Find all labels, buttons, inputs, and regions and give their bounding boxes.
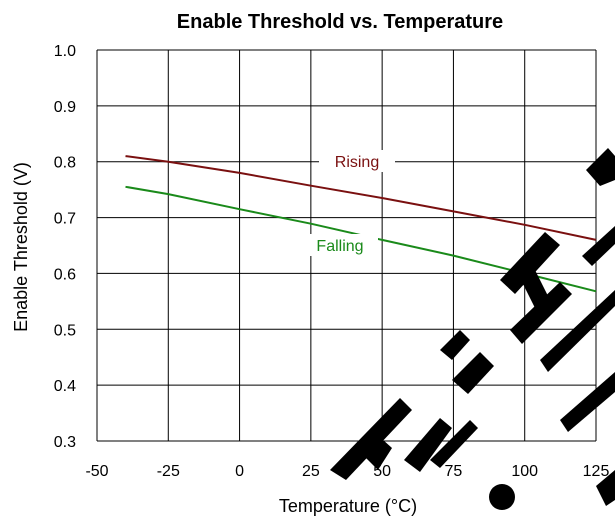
watermark — [330, 148, 615, 510]
y-tick-label: 0.4 — [54, 378, 76, 395]
series-line-rising — [125, 155, 597, 241]
y-tick-label: 0.9 — [54, 99, 76, 116]
x-axis-label: Temperature (°C) — [279, 496, 417, 516]
series-label-bg — [302, 234, 378, 256]
x-tick-label: -50 — [85, 463, 108, 480]
y-tick-label: 0.6 — [54, 266, 76, 283]
y-tick-label: 1.0 — [54, 43, 76, 60]
x-tick-label: 125 — [583, 463, 610, 480]
series-label-rising: Rising — [335, 154, 379, 171]
chart-title: Enable Threshold vs. Temperature — [177, 11, 503, 33]
y-tick-label: 0.8 — [54, 155, 76, 172]
x-tick-label: -25 — [157, 463, 180, 480]
x-tick-label: 100 — [511, 463, 538, 480]
y-axis-label: Enable Threshold (V) — [11, 162, 31, 332]
series-label-bg — [319, 150, 395, 172]
y-tick-label: 0.5 — [54, 322, 76, 339]
y-tick-label: 0.7 — [54, 211, 76, 228]
x-tick-label: 75 — [445, 463, 463, 480]
y-tick-label: 0.3 — [54, 434, 76, 451]
x-tick-label: 25 — [302, 463, 320, 480]
series-label-falling: Falling — [316, 238, 363, 255]
x-tick-label: 0 — [235, 463, 244, 480]
